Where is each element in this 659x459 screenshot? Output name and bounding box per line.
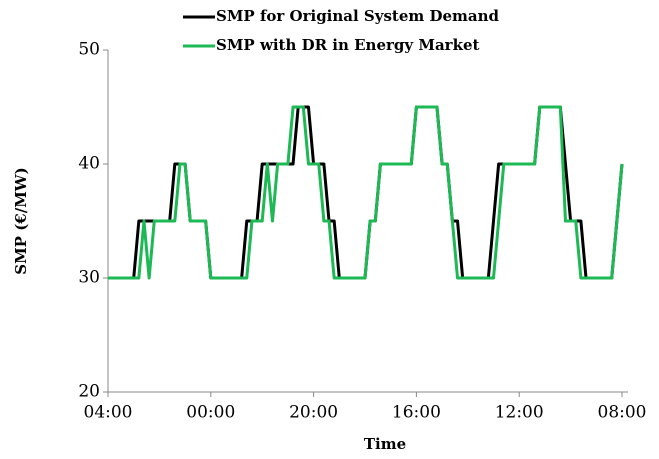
- x-tick-label: 08:00: [598, 403, 647, 423]
- y-tick-label: 30: [78, 268, 100, 288]
- x-axis-label: Time: [364, 435, 406, 453]
- y-tick-label: 50: [78, 40, 100, 60]
- y-tick-label: 40: [78, 154, 100, 174]
- series-line: [108, 105, 624, 280]
- legend-label: SMP with DR in Energy Market: [216, 36, 480, 54]
- x-tick-label: 20:00: [289, 403, 338, 423]
- y-axis-label: SMP (€/MW): [12, 167, 30, 275]
- y-tick-label: 20: [78, 382, 100, 402]
- legend-label: SMP for Original System Demand: [216, 7, 500, 25]
- x-tick-label: 16:00: [392, 403, 441, 423]
- x-tick-label: 04:00: [84, 403, 133, 423]
- x-tick-label: 00:00: [186, 403, 235, 423]
- series-line: [108, 105, 624, 280]
- x-tick-label: 12:00: [495, 403, 544, 423]
